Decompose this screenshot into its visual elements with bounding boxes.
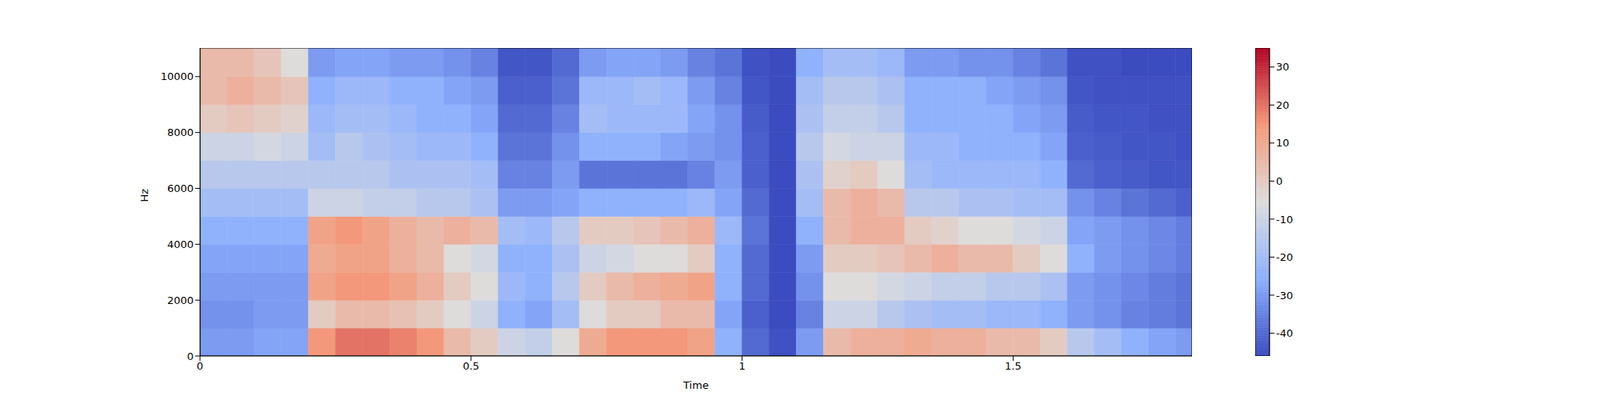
svg-text:10000: 10000 xyxy=(160,70,194,83)
svg-text:0: 0 xyxy=(1276,175,1283,188)
svg-text:2000: 2000 xyxy=(167,294,194,307)
svg-text:0: 0 xyxy=(196,360,204,372)
svg-text:1.5: 1.5 xyxy=(1004,360,1022,372)
svg-text:4000: 4000 xyxy=(167,238,194,251)
svg-text:6000: 6000 xyxy=(167,182,194,195)
svg-text:8000: 8000 xyxy=(167,126,194,139)
svg-text:10: 10 xyxy=(1276,136,1290,149)
svg-text:Hz: Hz xyxy=(138,188,151,203)
svg-text:-30: -30 xyxy=(1276,289,1293,302)
svg-text:Time: Time xyxy=(682,379,709,392)
svg-text:1: 1 xyxy=(738,360,745,372)
svg-text:-10: -10 xyxy=(1276,213,1293,226)
svg-text:0.5: 0.5 xyxy=(462,360,480,372)
svg-text:0: 0 xyxy=(187,350,194,363)
svg-text:20: 20 xyxy=(1276,99,1290,112)
svg-text:-40: -40 xyxy=(1276,327,1293,340)
svg-text:-20: -20 xyxy=(1276,251,1293,264)
svg-text:30: 30 xyxy=(1276,60,1290,73)
